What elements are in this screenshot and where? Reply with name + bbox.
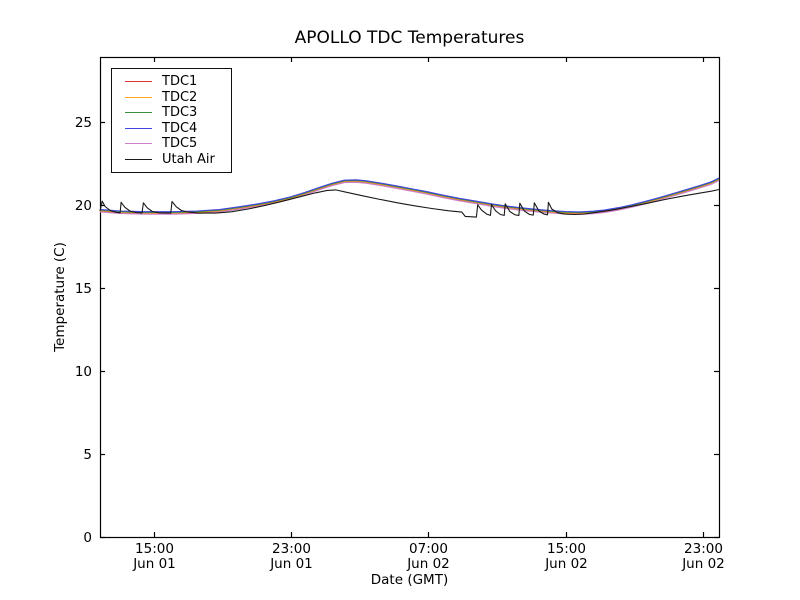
- series-line-tdc3: [99, 178, 720, 214]
- series-line-tdc4: [99, 177, 720, 213]
- legend-line-sample: [125, 112, 152, 114]
- legend-label: TDC3: [162, 105, 198, 121]
- x-tick-date-2: Jun 02: [406, 556, 450, 572]
- legend-item-tdc2: TDC2: [112, 90, 225, 106]
- x-tick-date-4: Jun 02: [681, 556, 725, 572]
- legend-line-sample: [125, 127, 152, 129]
- axes-frame: [99, 56, 721, 539]
- legend-label: TDC4: [162, 120, 198, 136]
- legend-item-utah-air: Utah Air: [112, 152, 225, 168]
- y-tick-label-5: 25: [75, 115, 92, 131]
- legend-label: TDC2: [162, 89, 198, 105]
- series-line-utah-air: [99, 188, 720, 218]
- x-tick-time-0: 15:00: [135, 541, 174, 557]
- chart-title: APOLLO TDC Temperatures: [294, 28, 525, 48]
- legend-label: TDC1: [162, 74, 198, 90]
- y-tick-label-3: 15: [75, 281, 92, 297]
- legend-item-tdc4: TDC4: [112, 121, 225, 137]
- y-tick-label-2: 10: [75, 364, 92, 380]
- legend-label: Utah Air: [162, 151, 215, 167]
- x-tick-time-4: 23:00: [684, 541, 723, 557]
- y-axis-label: Temperature (C): [52, 242, 68, 352]
- legend: TDC1 TDC2 TDC3 TDC4 TDC5 Utah Air: [111, 68, 232, 173]
- x-tick-date-1: Jun 01: [269, 556, 313, 572]
- legend-item-tdc3: TDC3: [112, 105, 225, 121]
- x-tick-time-2: 07:00: [409, 541, 448, 557]
- x-tick-date-3: Jun 02: [544, 556, 588, 572]
- x-axis-label: Date (GMT): [370, 572, 449, 588]
- legend-label: TDC5: [162, 136, 198, 152]
- legend-item-tdc5: TDC5: [112, 136, 225, 152]
- y-tick-label-1: 5: [83, 447, 92, 463]
- legend-line-sample: [125, 96, 152, 98]
- x-tick-date-0: Jun 01: [132, 556, 176, 572]
- legend-item-tdc1: TDC1: [112, 74, 225, 90]
- series-line-tdc5: [99, 180, 720, 215]
- legend-line-sample: [125, 158, 152, 160]
- legend-line-sample: [125, 81, 152, 83]
- x-tick-time-3: 15:00: [547, 541, 586, 557]
- y-tick-label-0: 0: [83, 530, 92, 546]
- x-tick-time-1: 23:00: [272, 541, 311, 557]
- y-tick-label-4: 20: [75, 198, 92, 214]
- series-line-tdc2: [99, 178, 720, 214]
- legend-line-sample: [125, 143, 152, 145]
